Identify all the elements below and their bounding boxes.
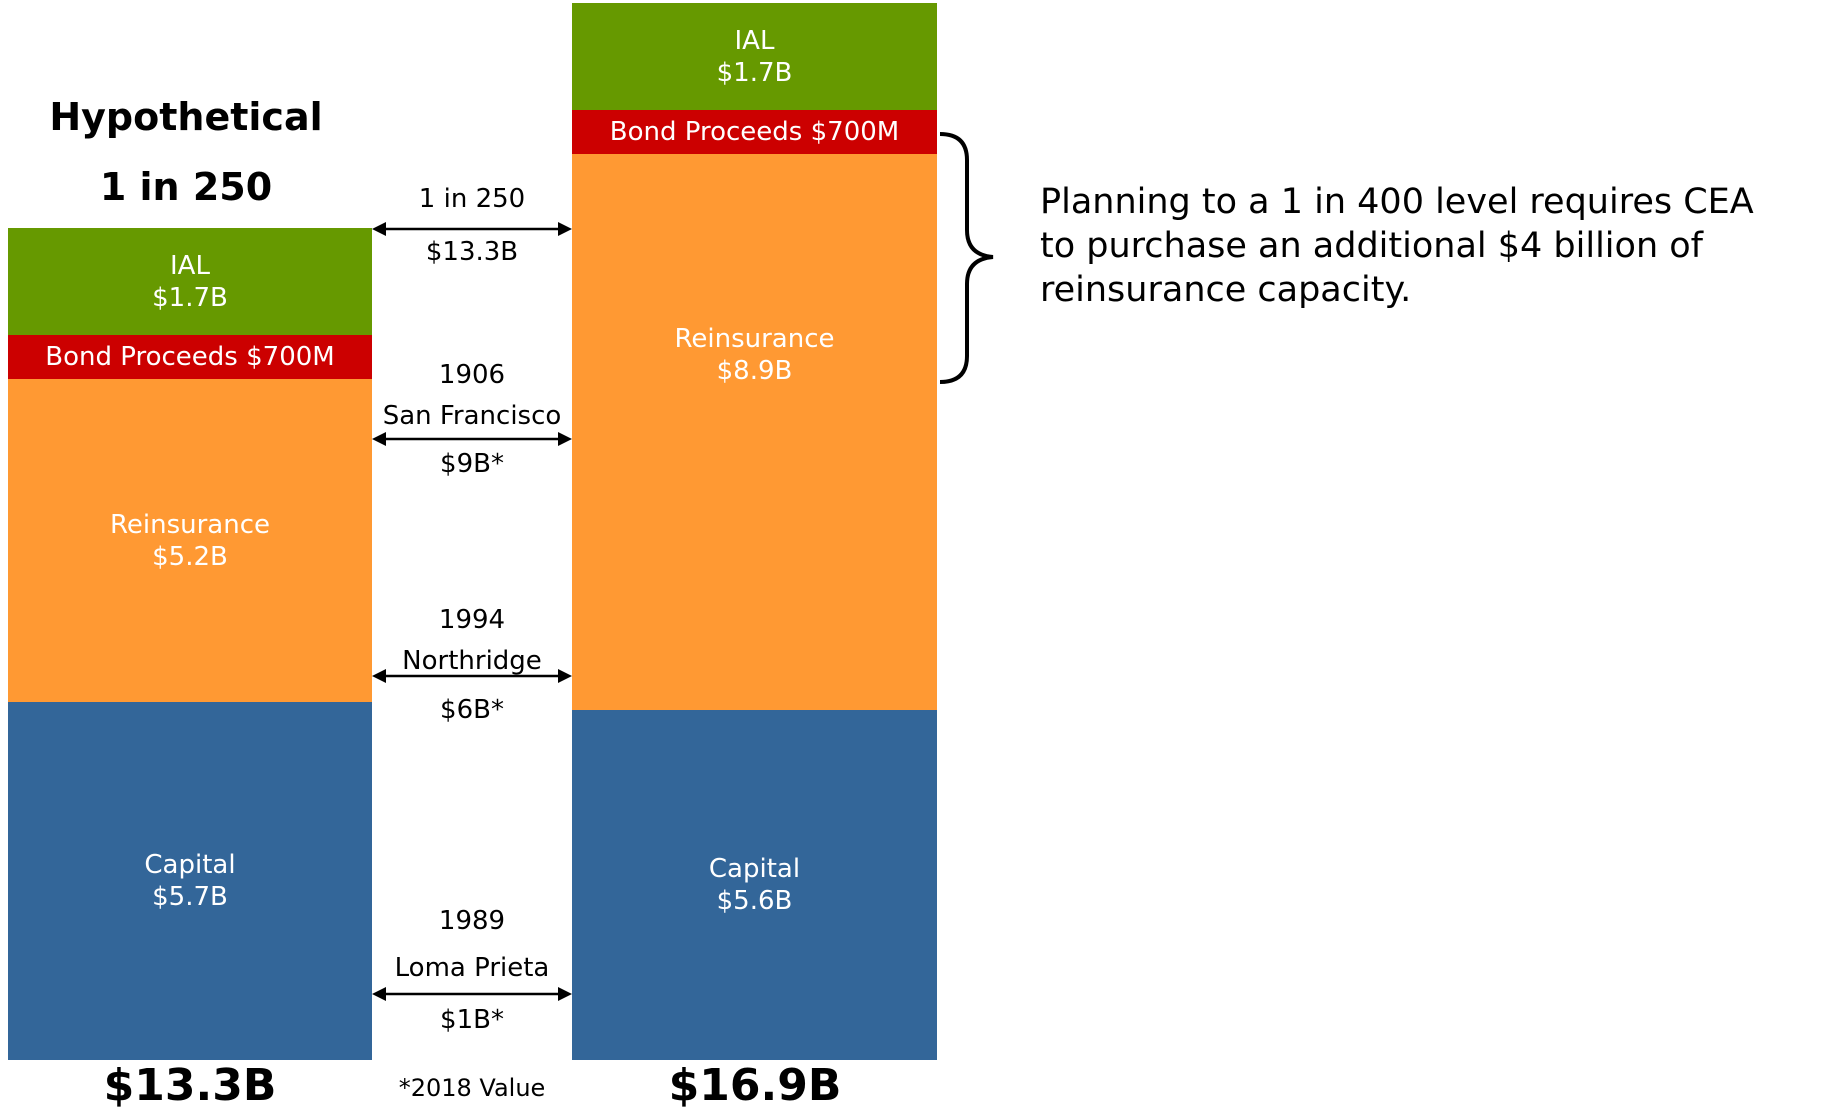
event-name-northridge: Northridge <box>402 646 542 676</box>
event-year-san-francisco: 1906 <box>438 360 506 390</box>
right-reinsurance-value: $8.9B <box>716 355 793 386</box>
annotation-line2: to purchase an additional $4 billion of <box>1040 226 1703 266</box>
event-year-loma-prieta: 1989 <box>438 906 506 936</box>
left-reinsurance-segment: Reinsurance $5.2B <box>8 379 372 702</box>
right-ial-segment: IAL $1.7B <box>572 3 937 110</box>
left-bond-segment: Bond Proceeds $700M <box>8 335 372 379</box>
event-value-loma-prieta: $1B* <box>440 1005 504 1035</box>
left-reinsurance-label: Reinsurance <box>109 509 270 540</box>
left-bond-label: Bond Proceeds $700M <box>45 342 335 372</box>
right-capital-label: Capital <box>708 854 801 884</box>
right-ial-value: $1.7B <box>716 57 793 88</box>
left-capital-value: $5.7B <box>152 882 228 912</box>
curly-brace-icon <box>939 132 994 384</box>
annotation-text: Planning to a 1 in 400 level requires CE… <box>1040 180 1754 312</box>
event-year-northridge: 1994 <box>438 605 506 635</box>
right-ial-label: IAL <box>734 25 775 56</box>
left-capital-segment: Capital $5.7B <box>8 702 372 1060</box>
right-bond-label: Bond Proceeds $700M <box>609 117 900 147</box>
event-value-northridge: $6B* <box>440 695 504 725</box>
left-reinsurance-value: $5.2B <box>152 541 228 572</box>
event-value-san-francisco: $9B* <box>440 449 504 479</box>
right-bar-total: $16.9B <box>668 1060 842 1111</box>
left-ial-value: $1.7B <box>152 282 228 313</box>
left-ial-segment: IAL $1.7B <box>8 228 372 335</box>
right-capital-segment: Capital $5.6B <box>572 710 937 1060</box>
left-bar-title-line1: Hypothetical <box>49 95 323 139</box>
right-capital-value: $5.6B <box>716 886 793 916</box>
event-label-1-in-250: 1 in 250 <box>418 184 526 214</box>
event-arrow-loma-prieta <box>372 987 572 1001</box>
right-reinsurance-segment: Reinsurance $8.9B <box>572 154 937 710</box>
annotation-line1: Planning to a 1 in 400 level requires CE… <box>1040 182 1754 222</box>
event-name-loma-prieta: Loma Prieta <box>394 953 550 983</box>
left-bar-total: $13.3B <box>103 1060 277 1111</box>
event-arrow-san-francisco <box>372 432 572 446</box>
event-name-san-francisco: San Francisco <box>382 401 562 431</box>
left-capital-label: Capital <box>144 850 236 880</box>
left-ial-label: IAL <box>170 250 210 281</box>
event-arrow-northridge <box>372 669 572 683</box>
event-value-1-in-250: $13.3B <box>425 237 519 267</box>
right-bond-segment: Bond Proceeds $700M <box>572 110 937 154</box>
left-bar-title-line2: 1 in 250 <box>99 165 273 209</box>
annotation-line3: reinsurance capacity. <box>1040 270 1412 310</box>
right-reinsurance-label: Reinsurance <box>674 323 835 354</box>
event-arrow-1-in-250 <box>372 222 572 236</box>
footnote-2018-value: *2018 Value <box>398 1074 546 1102</box>
